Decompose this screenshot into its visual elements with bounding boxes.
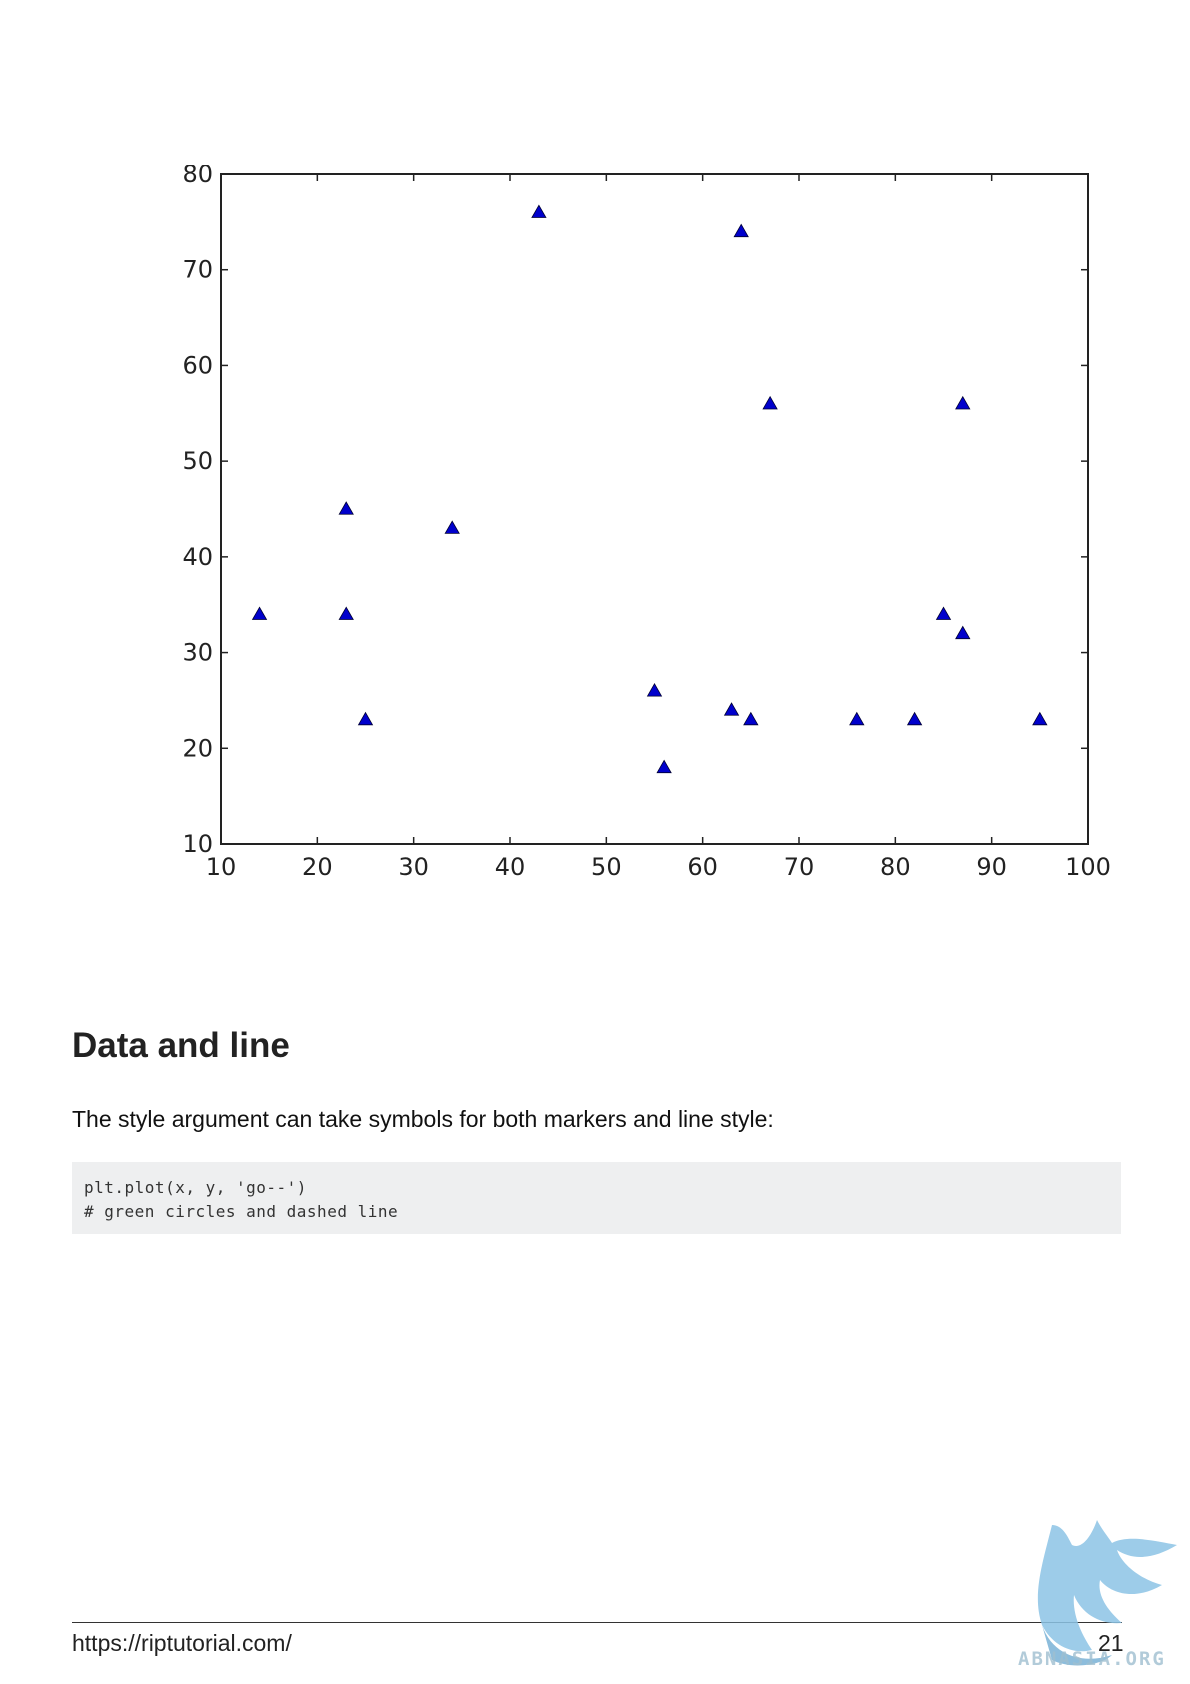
x-tick-label: 10 (206, 853, 237, 881)
data-point-marker (743, 711, 759, 726)
data-point-marker (656, 759, 672, 774)
griffin-logo-icon (1037, 1520, 1177, 1666)
chart-svg: 10 20 30 40 50 60 70 80 90 100 10 20 30 40 50 60 70 80 (182, 165, 1111, 881)
data-point-marker (338, 501, 354, 515)
scatter-chart: 10 20 30 40 50 60 70 80 90 100 10 20 30 40 50 60 70 80 (160, 165, 1180, 965)
footer-divider (72, 1622, 1122, 1623)
x-tick-label: 20 (302, 853, 333, 881)
data-point-marker (733, 223, 749, 238)
x-tick-label: 50 (591, 853, 622, 881)
x-tick-label: 30 (398, 853, 429, 881)
data-point-marker (955, 625, 971, 640)
data-point-marker (1032, 711, 1048, 726)
y-tick-label: 70 (182, 256, 213, 284)
watermark-text: ABNASIA.ORG (1018, 1648, 1166, 1670)
section-heading: Data and line (72, 1026, 290, 1065)
data-point-marker (531, 204, 547, 218)
footer-url[interactable]: https://riptutorial.com/ (72, 1630, 292, 1656)
y-tick-label: 10 (182, 830, 213, 858)
x-tick-label: 40 (495, 853, 526, 881)
data-point-marker (357, 711, 374, 726)
data-point-marker (935, 606, 952, 620)
code-line: plt.plot(x, y, 'go--') (84, 1178, 307, 1197)
x-tick-label: 60 (687, 853, 718, 881)
y-tick-label: 60 (182, 351, 213, 379)
page-number: 21 (1098, 1630, 1124, 1656)
y-tick-label: 80 (182, 165, 213, 188)
x-tick-label: 80 (880, 853, 911, 881)
data-point-marker (444, 520, 460, 534)
data-point-marker (849, 711, 865, 726)
x-tick-label: 90 (976, 853, 1007, 881)
data-point-marker (762, 395, 778, 410)
code-comment-line: # green circles and dashed line (84, 1202, 399, 1221)
data-point-marker (723, 702, 740, 716)
data-point-marker (338, 606, 354, 620)
y-tick-label: 40 (182, 543, 213, 571)
data-point-marker (251, 606, 268, 620)
y-tick-label: 20 (182, 734, 213, 762)
data-point-marker (646, 683, 663, 697)
data-point-marker (955, 395, 971, 410)
code-block: plt.plot(x, y, 'go--') # green circles a… (72, 1162, 1121, 1234)
x-tick-label: 70 (784, 853, 815, 881)
plot-frame (220, 173, 1089, 845)
y-tick-label: 30 (182, 639, 213, 667)
x-tick-label: 100 (1065, 853, 1111, 881)
y-tick-label: 50 (182, 447, 213, 475)
data-point-marker (906, 711, 923, 726)
intro-paragraph: The style argument can take symbols for … (72, 1106, 774, 1132)
